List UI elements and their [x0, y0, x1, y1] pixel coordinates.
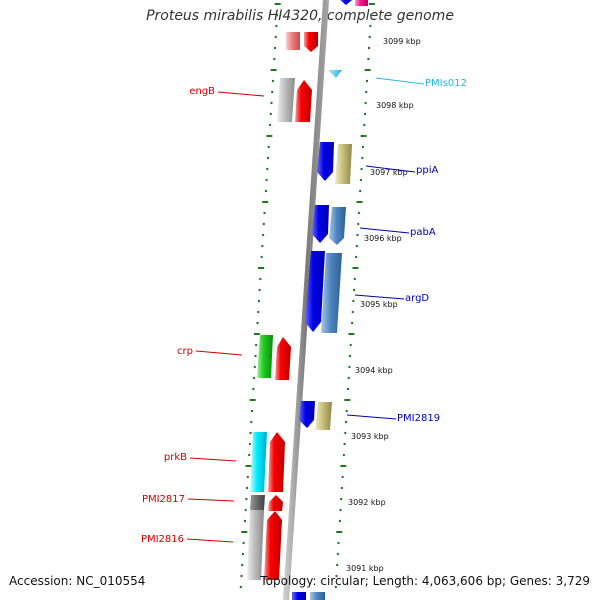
scale-label-3099: 3099 kbp — [383, 37, 421, 46]
feature-PMI2819-blue — [299, 401, 315, 428]
reverse-strand-features — [247, 32, 318, 580]
feature-PMI2817-darkgray — [250, 495, 265, 510]
feature-prkB-cyan — [250, 432, 267, 492]
leader-crp — [195, 350, 243, 356]
feature-prkB-red — [268, 432, 285, 492]
genome-summary-text: Topology: circular; Length: 4,063,606 bp… — [260, 574, 590, 588]
feature-argD-steel — [321, 253, 342, 333]
label-leaders — [186, 77, 425, 543]
leader-PMIs012 — [375, 77, 425, 85]
gene-label-ppiA: ppiA — [416, 165, 438, 176]
accession-text: Accession: NC_010554 — [9, 574, 146, 588]
feature-PMIs012-misc — [328, 70, 342, 78]
feature-magenta-top — [355, 0, 368, 6]
gene-label-PMI2817: PMI2817 — [142, 494, 185, 505]
feature-blue-bottom — [292, 592, 306, 600]
feature-PMI2817-red — [268, 495, 283, 511]
feature-crp-green — [257, 335, 273, 378]
scale-label-3098: 3098 kbp — [376, 101, 414, 110]
leader-ppiA — [365, 165, 416, 173]
feature-ppiA-blue — [317, 142, 334, 181]
gene-label-engB: engB — [189, 86, 215, 97]
gene-label-argD: argD — [405, 293, 429, 304]
feature-engB-gray — [277, 78, 295, 122]
leader-argD — [354, 294, 405, 300]
leader-prkB — [189, 457, 237, 462]
leader-engB — [217, 91, 265, 97]
forward-strand-features — [292, 0, 368, 600]
scale-label-3093: 3093 kbp — [351, 432, 389, 441]
scale-label-3091: 3091 kbp — [346, 564, 384, 573]
map-title: Proteus mirabilis HI4320, complete genom… — [146, 8, 454, 24]
feature-crp-red — [275, 337, 291, 380]
leader-PMI2817 — [187, 498, 235, 502]
feature-PMI2819-khaki — [315, 402, 332, 430]
feature-pink-top — [286, 32, 300, 50]
scale-label-3096: 3096 kbp — [364, 234, 402, 243]
scale-label-3092: 3092 kbp — [348, 498, 386, 507]
feature-engB-red — [295, 80, 312, 122]
feature-argD-blue — [305, 251, 325, 332]
leader-PMI2819 — [346, 414, 397, 420]
gene-label-PMI2819: PMI2819 — [397, 413, 440, 424]
leader-PMI2816 — [186, 538, 234, 543]
gene-label-prkB: prkB — [164, 452, 187, 463]
feature-red-top — [304, 32, 318, 52]
gene-label-pabA: pabA — [410, 227, 436, 238]
scale-label-3097: 3097 kbp — [370, 168, 408, 177]
tick-ring-outer — [239, 3, 281, 589]
feature-pabA-blue — [312, 205, 329, 243]
gene-label-crp: crp — [177, 346, 193, 357]
feature-blue-top — [340, 0, 352, 5]
gene-label-PMIs012: PMIs012 — [425, 78, 467, 89]
feature-ppiA-khaki — [335, 144, 352, 184]
scale-label-3094: 3094 kbp — [355, 366, 393, 375]
leader-pabA — [359, 227, 410, 234]
genome-backbone — [283, 0, 329, 600]
tick-ring-inner — [334, 3, 375, 589]
gene-label-PMI2816: PMI2816 — [141, 534, 184, 545]
gene-labels: engB crp prkB PMI2817 PMI2816 PMIs012 pp… — [141, 78, 467, 545]
feature-PMI2816-red — [264, 511, 282, 580]
feature-pabA-steel — [329, 207, 346, 245]
scale-labels: 3099 kbp 3098 kbp 3097 kbp 3096 kbp 3095… — [346, 37, 421, 573]
scale-label-3095: 3095 kbp — [360, 300, 398, 309]
feature-PMI2816-gray — [247, 510, 264, 580]
feature-steel-bottom — [310, 592, 325, 600]
